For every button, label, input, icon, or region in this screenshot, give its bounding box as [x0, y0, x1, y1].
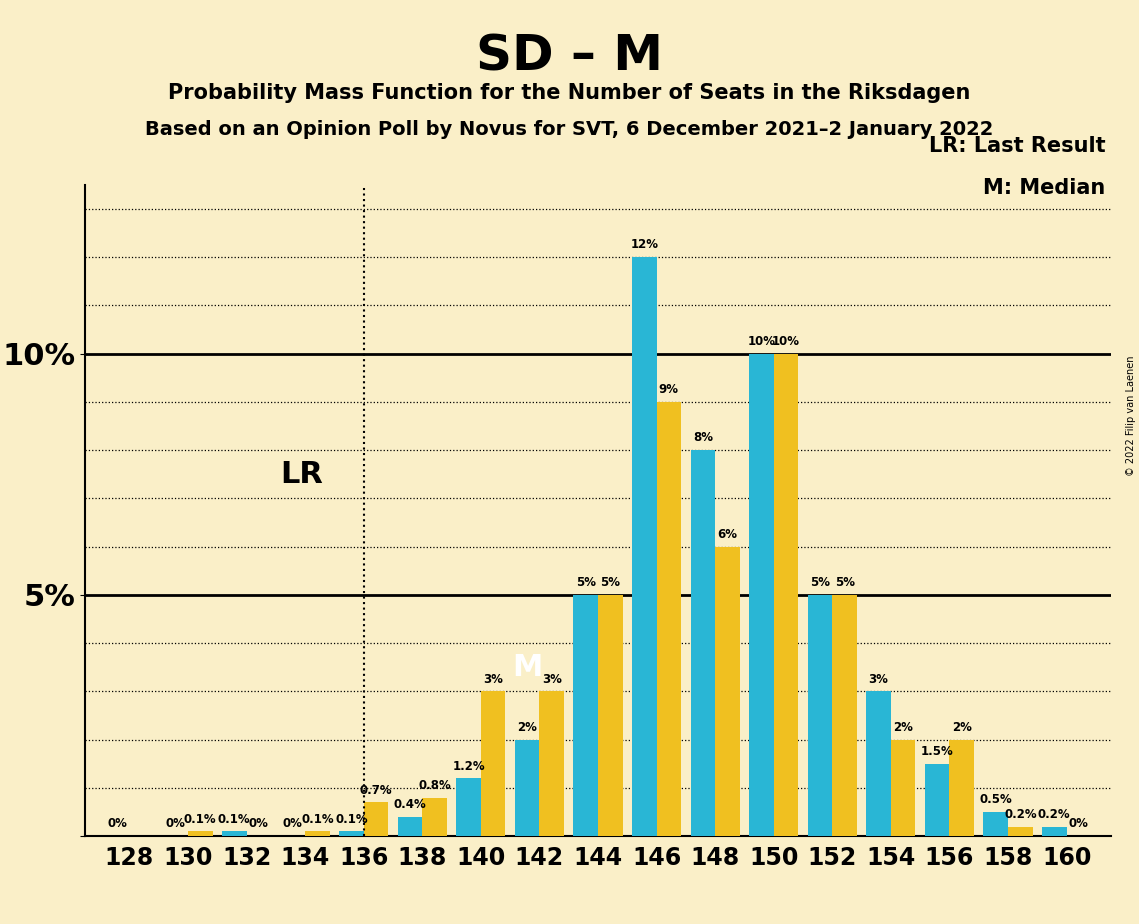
Text: Probability Mass Function for the Number of Seats in the Riksdagen: Probability Mass Function for the Number…: [169, 83, 970, 103]
Bar: [690, 450, 715, 836]
Bar: [573, 595, 598, 836]
Text: 1.5%: 1.5%: [920, 745, 953, 758]
Bar: [773, 354, 798, 836]
Bar: [808, 595, 833, 836]
Text: Based on an Opinion Poll by Novus for SVT, 6 December 2021–2 January 2022: Based on an Opinion Poll by Novus for SV…: [146, 120, 993, 140]
Text: 0%: 0%: [165, 818, 186, 831]
Bar: [481, 691, 506, 836]
Text: 5%: 5%: [835, 577, 854, 590]
Text: 0.2%: 0.2%: [1038, 808, 1071, 821]
Bar: [891, 740, 916, 836]
Text: 0.5%: 0.5%: [980, 794, 1013, 807]
Bar: [423, 797, 446, 836]
Bar: [305, 832, 329, 836]
Text: 0.2%: 0.2%: [1003, 808, 1036, 821]
Bar: [598, 595, 623, 836]
Bar: [749, 354, 773, 836]
Text: LR: Last Result: LR: Last Result: [928, 136, 1105, 156]
Bar: [867, 691, 891, 836]
Text: 0.8%: 0.8%: [418, 779, 451, 792]
Text: 0%: 0%: [249, 818, 269, 831]
Bar: [1008, 827, 1033, 836]
Bar: [363, 802, 388, 836]
Bar: [632, 257, 656, 836]
Text: 0.1%: 0.1%: [335, 812, 368, 826]
Text: 2%: 2%: [517, 721, 536, 734]
Bar: [925, 764, 950, 836]
Text: LR: LR: [280, 460, 322, 489]
Bar: [1042, 827, 1066, 836]
Bar: [188, 832, 213, 836]
Bar: [540, 691, 564, 836]
Text: 5%: 5%: [810, 577, 830, 590]
Bar: [715, 547, 739, 836]
Text: 8%: 8%: [693, 432, 713, 444]
Text: 0.1%: 0.1%: [218, 812, 251, 826]
Bar: [515, 740, 540, 836]
Text: 2%: 2%: [893, 721, 913, 734]
Bar: [656, 402, 681, 836]
Bar: [457, 778, 481, 836]
Text: 6%: 6%: [718, 528, 737, 541]
Text: 0.7%: 0.7%: [360, 784, 392, 796]
Text: 2%: 2%: [952, 721, 972, 734]
Text: 10%: 10%: [772, 334, 800, 348]
Text: 5%: 5%: [600, 577, 621, 590]
Bar: [222, 832, 246, 836]
Text: © 2022 Filip van Laenen: © 2022 Filip van Laenen: [1126, 356, 1136, 476]
Text: 0.1%: 0.1%: [183, 812, 216, 826]
Bar: [833, 595, 857, 836]
Bar: [950, 740, 974, 836]
Text: 3%: 3%: [869, 673, 888, 686]
Text: 5%: 5%: [575, 577, 596, 590]
Text: 0%: 0%: [107, 818, 126, 831]
Text: M: M: [511, 653, 542, 682]
Bar: [398, 817, 423, 836]
Text: SD – M: SD – M: [476, 32, 663, 80]
Text: 0%: 0%: [282, 818, 303, 831]
Text: 10%: 10%: [747, 334, 776, 348]
Text: M: Median: M: Median: [983, 178, 1105, 199]
Text: 9%: 9%: [658, 383, 679, 396]
Text: 1.2%: 1.2%: [452, 760, 485, 772]
Text: 0.1%: 0.1%: [301, 812, 334, 826]
Text: 3%: 3%: [483, 673, 503, 686]
Text: 3%: 3%: [542, 673, 562, 686]
Bar: [983, 812, 1008, 836]
Text: 0.4%: 0.4%: [394, 798, 426, 811]
Bar: [339, 832, 363, 836]
Text: 12%: 12%: [630, 238, 658, 251]
Text: 0%: 0%: [1070, 818, 1089, 831]
